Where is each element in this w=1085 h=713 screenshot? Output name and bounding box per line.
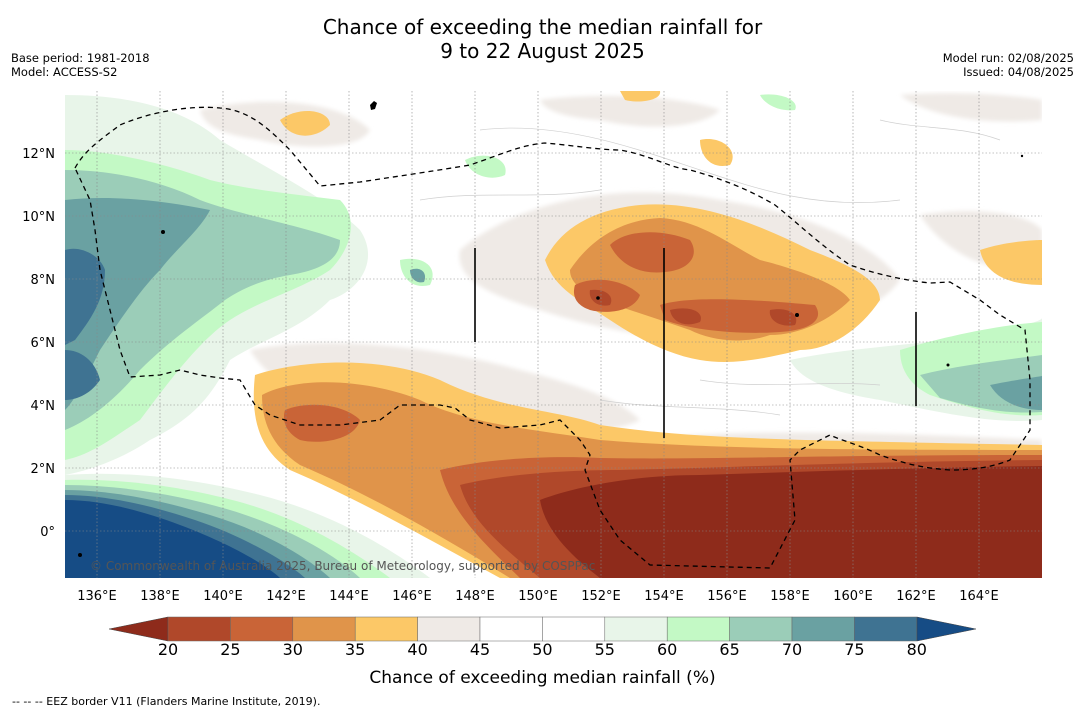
wet-zone-southwest	[65, 473, 430, 578]
lon-label: 146°E	[392, 589, 432, 604]
meta-left: Base period: 1981-2018 Model: ACCESS-S2	[11, 51, 150, 79]
colorbar-tick-label: 65	[719, 640, 740, 659]
issued-date: Issued: 04/08/2025	[963, 65, 1074, 79]
colorbar-tick-label: 70	[781, 640, 803, 659]
lat-label: 4°N	[31, 399, 56, 414]
colorbar-bin	[417, 616, 481, 642]
lon-label: 164°E	[959, 589, 999, 604]
colorbar-label: Chance of exceeding median rainfall (%)	[369, 668, 716, 688]
colorbar-bin	[230, 616, 294, 642]
colorbar-extend-low	[108, 616, 169, 642]
lon-label: 160°E	[833, 589, 873, 604]
lon-label: 150°E	[518, 589, 558, 604]
colorbar-bin	[354, 616, 418, 642]
copyright-notice: © Commonwealth of Australia 2025, Bureau…	[90, 559, 596, 573]
colorbar-bin	[666, 616, 730, 642]
lon-label: 140°E	[203, 589, 243, 604]
colorbar-bin	[542, 616, 606, 642]
colorbar-tick-label: 25	[220, 640, 241, 659]
dry-zone-equator	[253, 362, 1042, 578]
lon-label: 142°E	[266, 589, 306, 604]
model-run: Model run: 02/08/2025	[942, 51, 1074, 65]
contour-lines	[419, 119, 1001, 416]
lat-label: 6°N	[31, 336, 56, 351]
colorbar	[108, 616, 977, 642]
lat-label: 8°N	[31, 273, 56, 288]
base-period: Base period: 1981-2018	[11, 51, 150, 65]
colorbar-bin	[167, 616, 231, 642]
lat-axis: 12°N 10°N 8°N 6°N 4°N 2°N 0°	[22, 147, 55, 540]
map-title-line1: Chance of exceeding the median rainfall …	[322, 15, 763, 39]
lon-label: 144°E	[329, 589, 369, 604]
lon-label: 152°E	[581, 589, 621, 604]
colorbar-tick-label: 30	[282, 640, 303, 659]
lon-label: 162°E	[896, 589, 936, 604]
map-title-line2: 9 to 22 August 2025	[440, 39, 645, 63]
colorbar-tick-label: 50	[532, 640, 553, 659]
colorbar-bin	[479, 616, 543, 642]
colorbar-tick-label: 45	[469, 640, 491, 659]
lat-label: 10°N	[22, 210, 55, 225]
lat-label: 0°	[40, 525, 55, 540]
graticule	[65, 91, 1042, 578]
colorbar-extend-high	[916, 616, 977, 642]
colorbar-tick-label: 40	[407, 640, 428, 659]
colorbar-tick-label: 75	[844, 640, 865, 659]
lat-label: 12°N	[22, 147, 55, 162]
lon-axis: 136°E 138°E 140°E 142°E 144°E 146°E 148°…	[77, 589, 999, 604]
lat-label: 2°N	[31, 462, 56, 477]
small-islands	[78, 101, 1024, 557]
colorbar-bin	[791, 616, 855, 642]
colorbar-bin	[292, 616, 356, 642]
colorbar-tick-label: 20	[157, 640, 179, 659]
probability-field	[65, 91, 1042, 578]
lon-label: 156°E	[707, 589, 747, 604]
lon-label: 138°E	[140, 589, 180, 604]
colorbar-bin	[729, 616, 793, 642]
island-marks	[474, 248, 917, 438]
eez-border	[74, 106, 1031, 569]
colorbar-bin	[854, 616, 918, 642]
meta-right: Model run: 02/08/2025 Issued: 04/08/2025	[943, 51, 1074, 79]
colorbar-tick-label: 35	[345, 640, 366, 659]
colorbar-bins	[167, 616, 918, 642]
wet-zone-west	[65, 95, 433, 475]
model-name: Model: ACCESS-S2	[11, 65, 118, 79]
eez-footnote: -- -- -- EEZ border V11 (Flanders Marine…	[12, 695, 321, 708]
colorbar-tick-label: 60	[657, 640, 678, 659]
lon-label: 158°E	[770, 589, 810, 604]
lon-label: 148°E	[455, 589, 495, 604]
lon-label: 154°E	[644, 589, 684, 604]
colorbar-bin	[604, 616, 668, 642]
colorbar-tick-label: 55	[594, 640, 615, 659]
colorbar-tick-label: 80	[906, 640, 927, 659]
lon-label: 136°E	[77, 589, 117, 604]
